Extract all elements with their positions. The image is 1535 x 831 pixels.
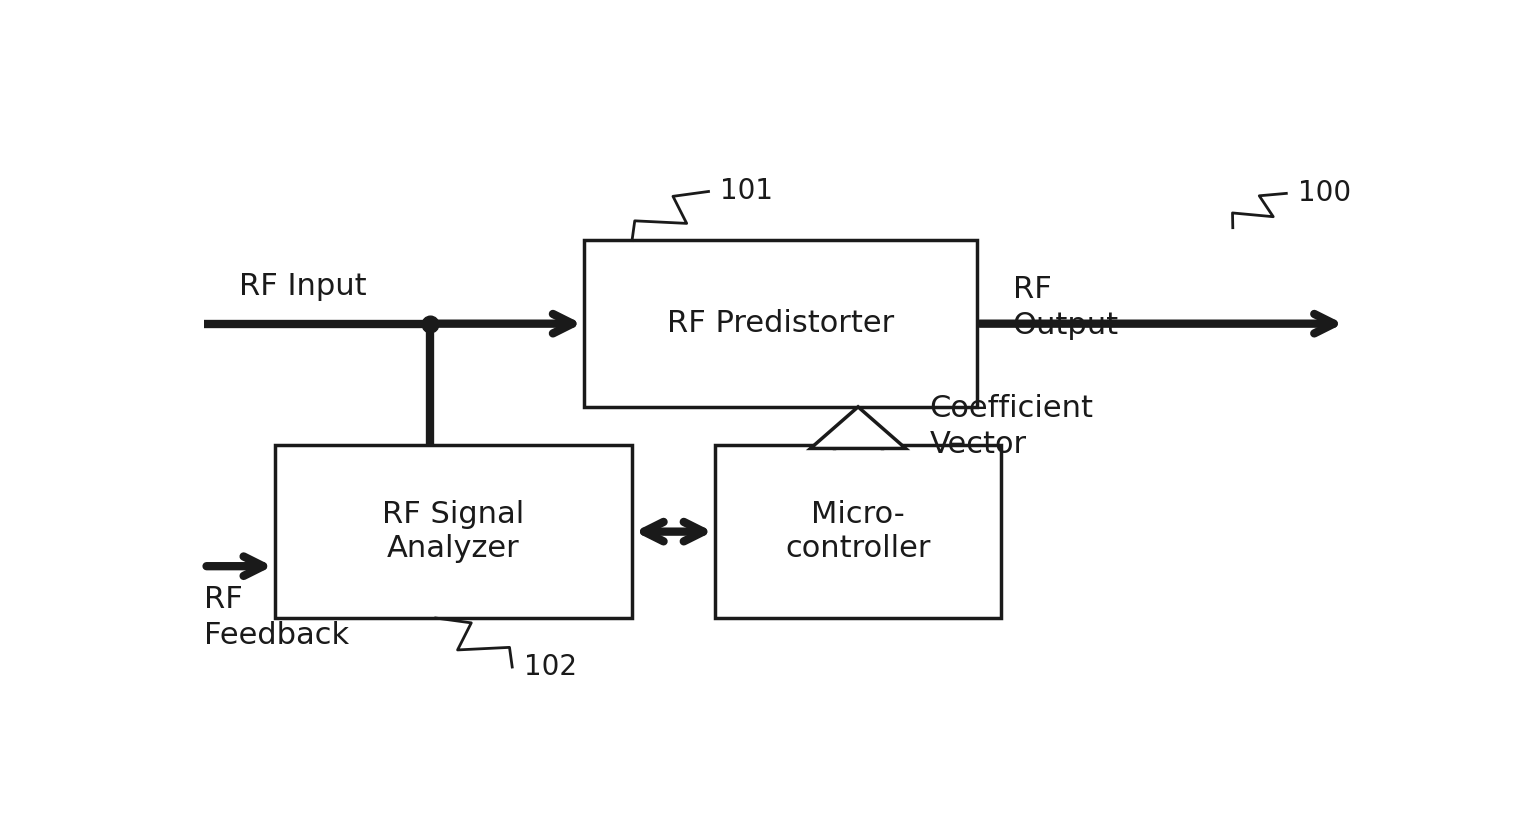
Bar xyxy=(585,240,978,407)
Bar xyxy=(835,445,883,449)
Text: RF
Feedback: RF Feedback xyxy=(204,585,348,651)
Text: RF Input: RF Input xyxy=(239,273,367,302)
Bar xyxy=(715,445,1001,618)
Text: 100: 100 xyxy=(1299,179,1351,208)
Text: RF Predistorter: RF Predistorter xyxy=(668,309,895,338)
Bar xyxy=(275,445,632,618)
Text: RF
Output: RF Output xyxy=(1013,275,1119,340)
Polygon shape xyxy=(810,407,906,449)
Text: Coefficient
Vector: Coefficient Vector xyxy=(930,394,1093,459)
Text: Micro-
controller: Micro- controller xyxy=(786,500,930,563)
Text: RF Signal
Analyzer: RF Signal Analyzer xyxy=(382,500,525,563)
Text: 101: 101 xyxy=(720,178,774,205)
Text: 102: 102 xyxy=(523,653,577,681)
